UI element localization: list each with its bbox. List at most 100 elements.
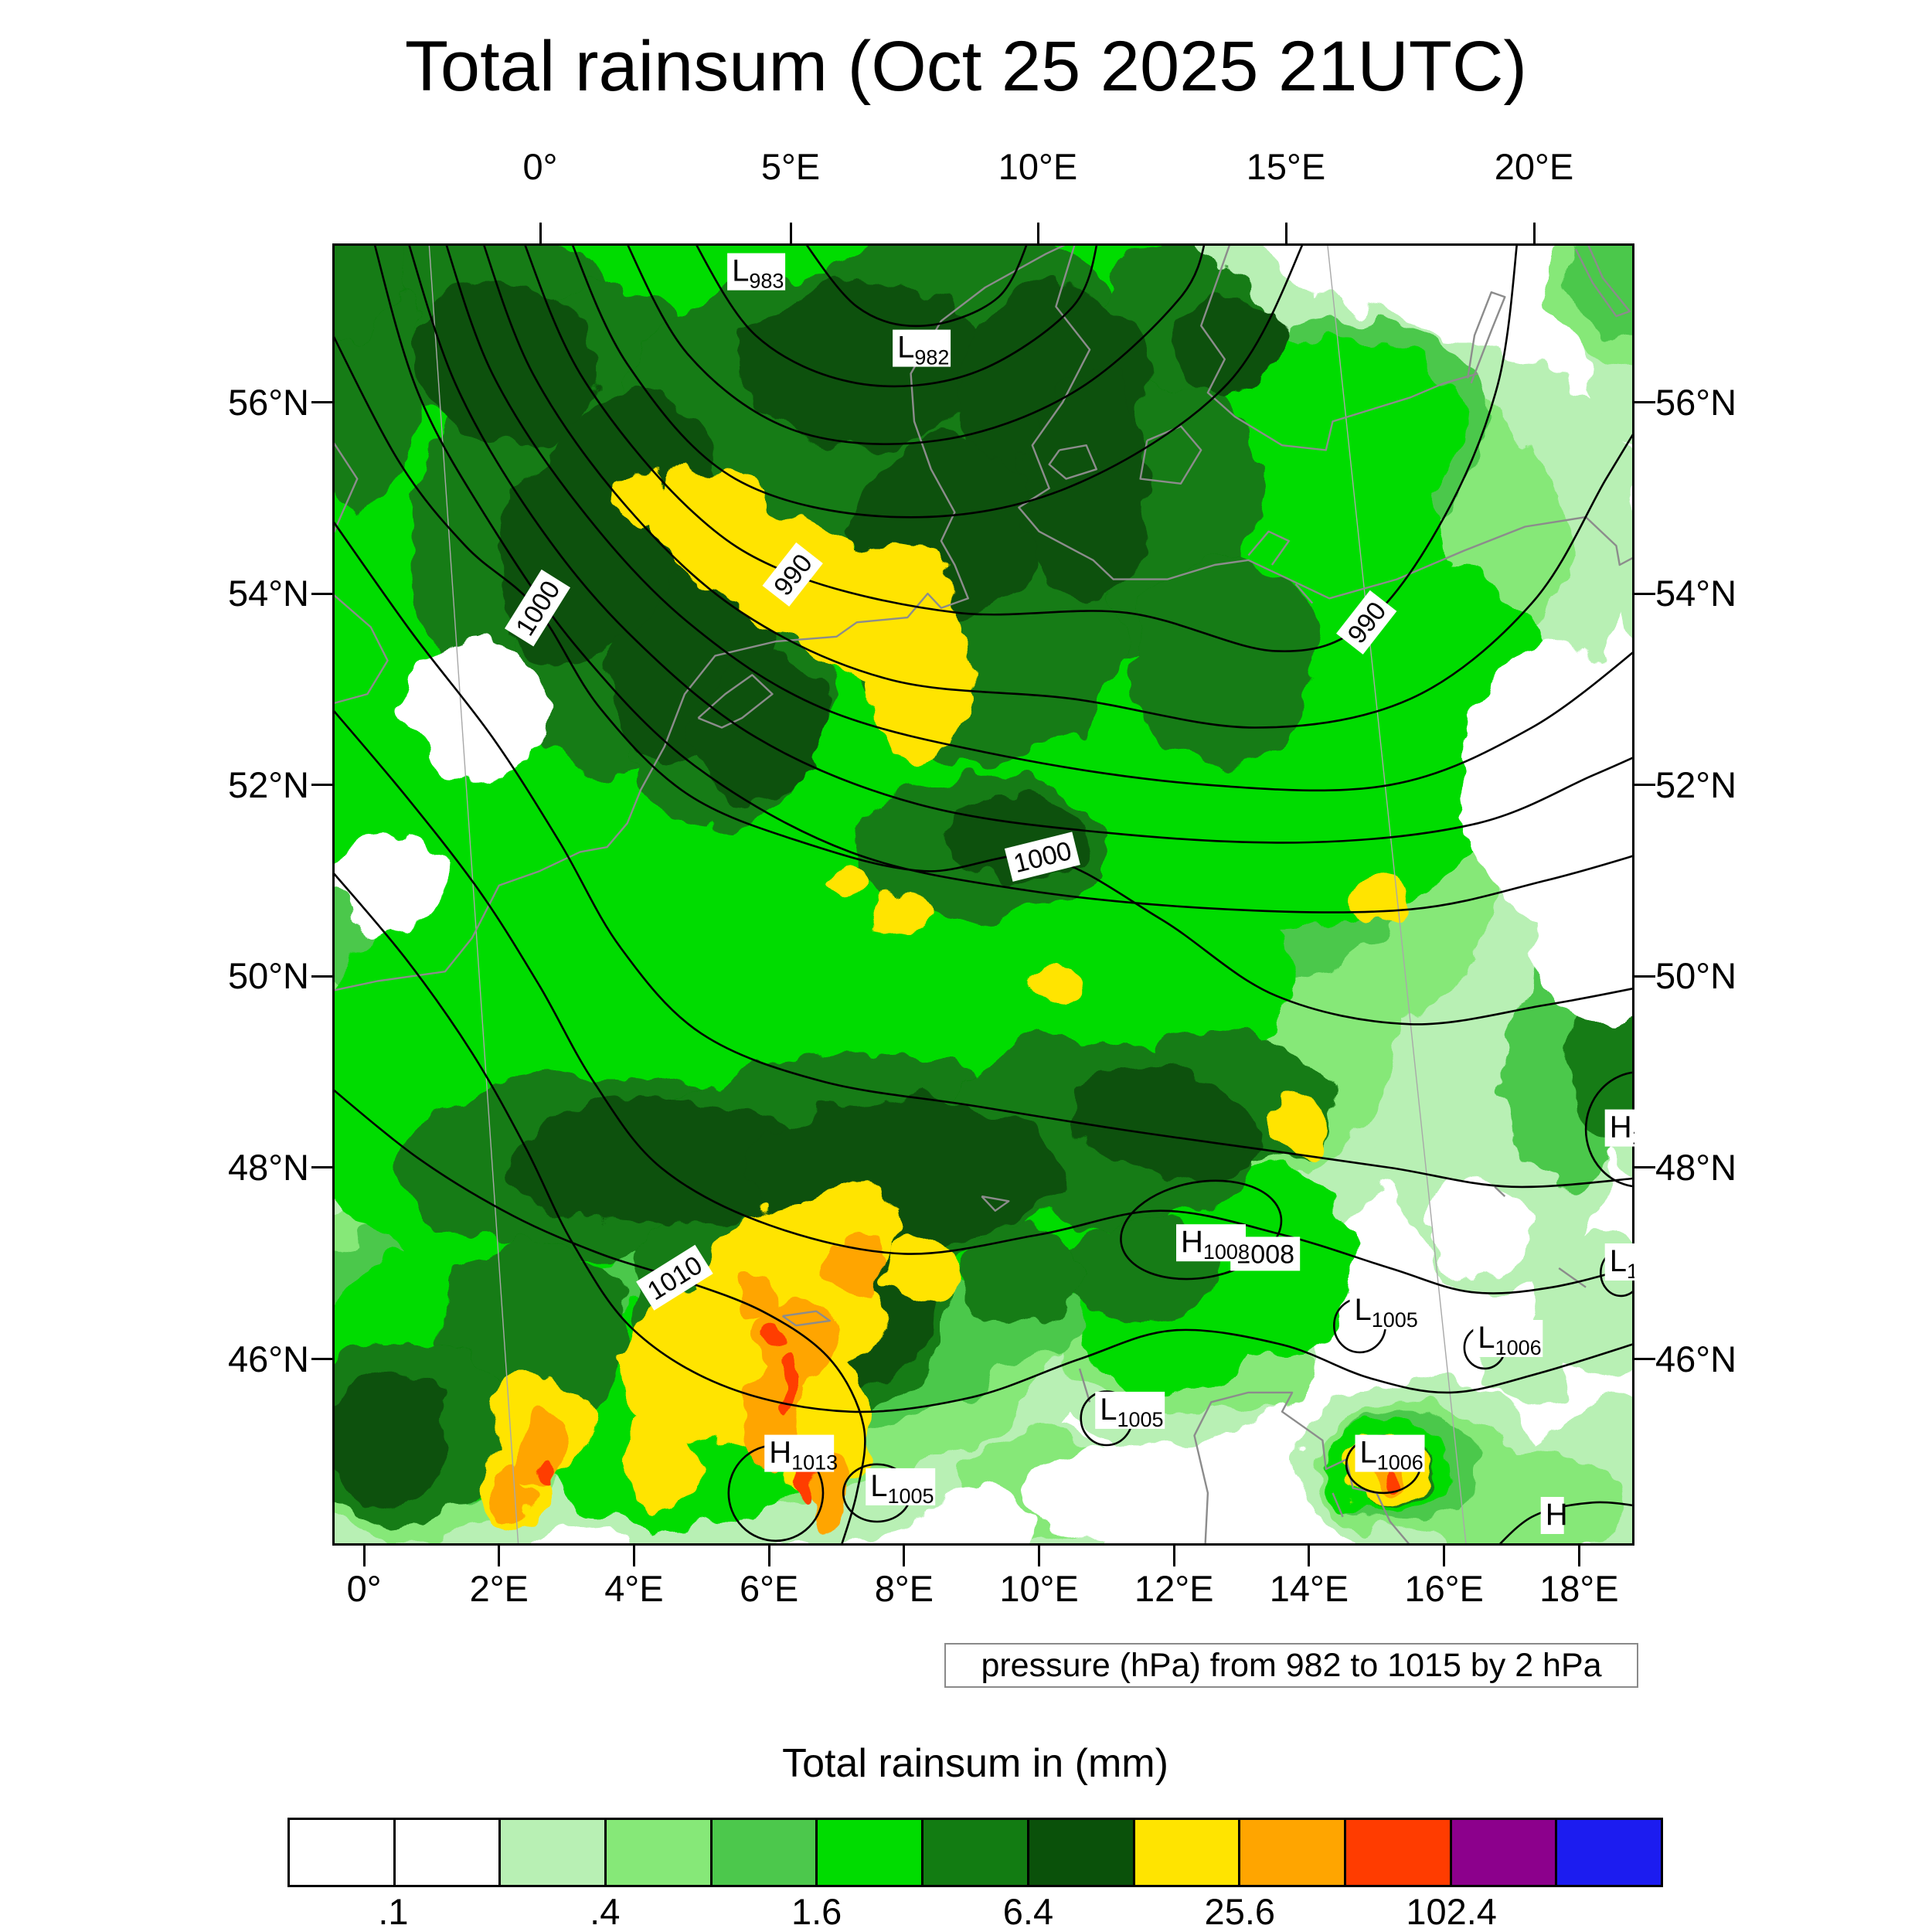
rain-cell [1127,555,1316,766]
legend-title: Total rainsum in (mm) [782,1741,1168,1786]
pressure-centers: L983L982H1008L1005L1006L1006H1006H10L100… [727,253,1634,1534]
coastline [1200,243,1478,451]
pressure-center: L1006 [1604,1243,1634,1283]
coastline [332,593,389,705]
bottom-tick [498,1546,501,1566]
pressure-center-bg [1095,1391,1165,1429]
bottom-tick [1577,1546,1580,1566]
coastline [1247,530,1290,566]
contour-label-bg [504,569,571,647]
pressure-center: L1006 [1355,1434,1425,1475]
coastline [1467,291,1506,384]
graticule [428,243,1467,1546]
pressure-center: L983 [727,253,786,293]
colorbar-tick-label: .1 [378,1891,409,1932]
rain-cell [1214,1263,1336,1359]
coastline [1078,1368,1091,1403]
right-axis-label: 56°N [1655,381,1737,423]
pressure-center-bg [1604,1109,1634,1147]
closed-isobar [1584,1071,1634,1188]
pressure-caption: pressure (hPa) from 982 to 1015 by 2 hPa [944,1643,1638,1688]
rain-cell [505,1100,817,1226]
right-axis-label: 54°N [1655,573,1737,614]
bottom-axis-label: 2°E [469,1568,529,1609]
pressure-center: H10 [1604,1109,1634,1149]
top-axis-label: 15°E [1246,146,1326,187]
bottom-axis-label: 18°E [1539,1568,1619,1609]
top-axis-label: 5°E [760,146,821,187]
pressure-center: L1005 [1349,1292,1420,1332]
pressure-center-bg [764,1434,835,1472]
pressure-center: H1013 [764,1434,838,1475]
right-axis-label: 52°N [1655,764,1737,805]
left-axis-label: 46°N [227,1338,309,1379]
rain-cell [826,1239,887,1298]
rain-cell [877,889,931,938]
colorbar-segment-4 [709,1820,816,1885]
colorbar-segment-12 [1555,1820,1661,1885]
pressure-center-bg [1540,1497,1564,1534]
rain-cell [696,658,829,798]
rain-cell [1022,373,1151,604]
colorbar [287,1818,1663,1887]
colorbar-tick-label: .4 [590,1891,621,1932]
top-axis-label: 20°E [1494,146,1574,187]
rain-cell [1572,243,1634,335]
coastline [1048,444,1097,480]
rain-cell [829,866,871,905]
top-tick [1532,223,1536,243]
closed-isobar [1120,1179,1283,1281]
left-tick [311,975,332,978]
pressure-center-bg [1604,1243,1634,1281]
isobar-984 [694,243,1098,388]
right-tick [1634,784,1655,787]
isobar-1002 [332,518,1634,1189]
rain-field [332,243,1634,1546]
pressure-center-bg [1473,1320,1543,1357]
left-tick [311,784,332,787]
rain-cell [1032,1445,1208,1541]
right-axis-label: 46°N [1655,1338,1737,1379]
bottom-axis-label: 6°E [740,1568,799,1609]
map-frame-border [332,243,1634,1546]
colorbar-tick-label: 6.4 [1002,1891,1054,1932]
rain-cell [1349,876,1417,924]
colorbar-tick-label: 102.4 [1406,1891,1497,1932]
rain-cell [1174,297,1282,393]
top-tick [1036,223,1039,243]
colorbar-segment-2 [498,1820,605,1885]
right-tick [1634,401,1655,404]
rain-cell [1384,1471,1403,1492]
rain-cell [332,243,405,335]
contour-label-bg [1004,832,1080,882]
colorbar-tick-label: 25.6 [1204,1891,1276,1932]
colorbar-segment-9 [1238,1820,1344,1885]
pressure-center: L1006 [1473,1320,1543,1359]
coastline [1332,1492,1344,1518]
isobar-998 [373,243,1634,913]
rain-cell [1264,1097,1328,1151]
pressure-center: H1008 [1176,1224,1250,1264]
colorbar-segment-1 [393,1820,499,1885]
rain-cell [495,1464,529,1522]
pressure-center-bg [727,253,786,291]
right-tick [1634,975,1655,978]
pressure-center: L1005 [866,1468,936,1508]
pressure-center: L1005 [1095,1391,1165,1431]
page-title: Total rainsum (Oct 25 2025 21UTC) [404,27,1528,106]
colorbar-segment-6 [921,1820,1027,1885]
left-tick [311,1166,332,1169]
left-axis-label: 52°N [227,764,309,805]
colorbar-tick-label: 1.6 [791,1891,842,1932]
isobar-1004 [332,707,1634,1294]
top-tick [789,223,792,243]
left-axis-label: 48°N [227,1146,309,1188]
bottom-tick [1443,1546,1446,1566]
bottom-axis-label: 0° [346,1568,382,1609]
rain-cell [735,282,992,446]
rain-cell [332,1378,455,1503]
pressure-center-bg [1349,1292,1420,1330]
contour-label-bg [762,542,823,607]
bottom-tick [1038,1546,1041,1566]
